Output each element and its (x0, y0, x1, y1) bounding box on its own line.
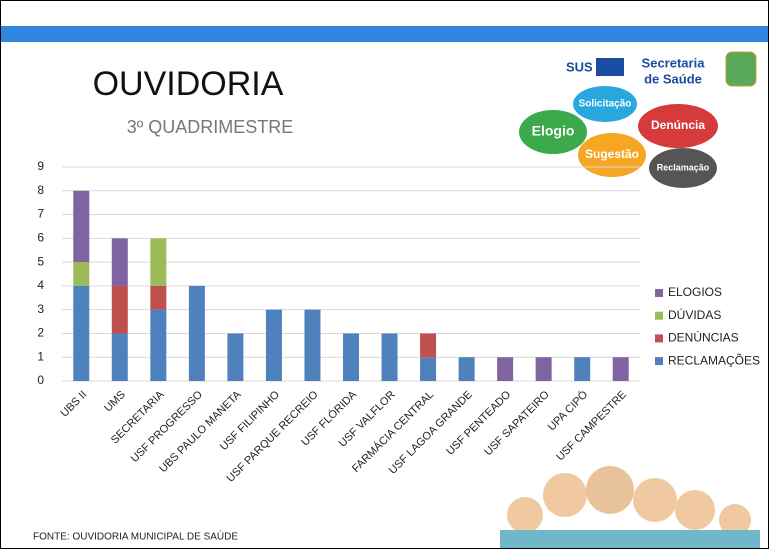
bubble (519, 110, 587, 154)
bar-segment (150, 285, 167, 310)
source: FONTE: OUVIDORIA MUNICIPAL DE SAÚDE (33, 530, 238, 543)
bar-segment (420, 333, 437, 358)
y-tick-label: 1 (37, 349, 44, 363)
y-tick-label: 9 (37, 159, 44, 173)
bar-segment (304, 309, 321, 381)
bar-segment (73, 262, 90, 286)
bubble-label: Denúncia (651, 118, 705, 132)
bar-segment (111, 238, 128, 286)
header-band (1, 26, 768, 42)
sus-cross (596, 58, 624, 76)
subtitle: 3º QUADRIMESTRE (127, 117, 294, 137)
bar-segment (612, 357, 629, 381)
y-tick-label: 0 (37, 373, 44, 387)
bubble (578, 133, 646, 177)
coat-of-arms (725, 51, 757, 87)
logo-line2: de Saúde (644, 71, 702, 86)
bar-segment (458, 357, 475, 381)
legend-swatch (655, 334, 663, 343)
y-tick-label: 7 (37, 207, 44, 221)
bar-segment (73, 285, 90, 381)
sus-logo: SUS (566, 59, 593, 74)
bubble-label: Sugestão (585, 147, 639, 161)
bar-segment (574, 357, 591, 381)
logo-line1: Secretaria (642, 55, 706, 70)
bar-segment (227, 333, 244, 381)
y-tick-label: 6 (37, 231, 44, 245)
legend-swatch (655, 311, 663, 320)
y-tick-label: 5 (37, 254, 44, 268)
illustration (500, 466, 760, 548)
legend-label: ELOGIOS (668, 285, 722, 299)
legend-swatch (655, 357, 663, 366)
bubble (638, 104, 718, 148)
bar-segment (111, 333, 128, 381)
bubble-label: Elogio (532, 123, 575, 139)
bar-segment (343, 333, 359, 381)
bar-segment (265, 309, 282, 381)
y-tick-label: 3 (37, 302, 44, 316)
legend-label: DENÚNCIAS (668, 330, 739, 345)
bubble-label: Solicitação (579, 99, 632, 110)
bar-segment (150, 309, 167, 381)
y-tick-label: 2 (37, 326, 44, 340)
bubble (649, 148, 717, 188)
bar-segment (188, 285, 205, 381)
bar-segment (73, 190, 90, 263)
y-tick-label: 4 (37, 278, 44, 292)
title: OUVIDORIA (93, 65, 284, 103)
legend-label: RECLAMAÇÕES (668, 352, 760, 367)
bar-segment (150, 238, 167, 286)
bar-segment (381, 333, 398, 381)
bar-segment (535, 357, 552, 381)
bubble-label: Reclamação (657, 162, 710, 172)
bubble (573, 86, 637, 122)
bar-segment (111, 285, 128, 334)
legend-label: DÚVIDAS (668, 307, 721, 322)
legend-swatch (655, 289, 663, 297)
bar-segment (420, 357, 437, 381)
y-tick-label: 8 (37, 183, 44, 197)
bar-segment (497, 357, 514, 381)
